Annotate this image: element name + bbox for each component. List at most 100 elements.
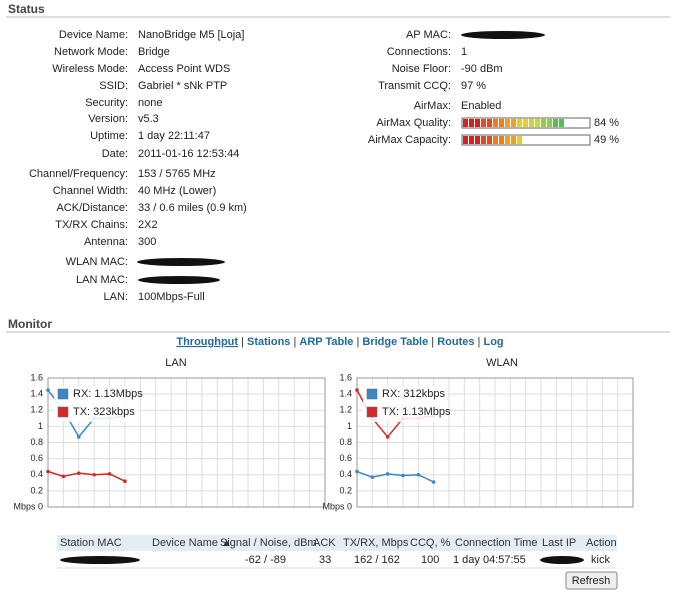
field-label: AirMax Quality: [376,117,451,129]
meter-block [463,119,468,127]
field-value: 100Mbps-Full [138,291,205,303]
meter-block [559,119,564,127]
point [355,388,359,392]
meter-block [517,119,522,127]
y-tick-label: 1 [38,421,43,431]
y-tick-label: 0.6 [30,453,43,463]
field-label: Channel Width: [53,185,128,197]
field-label: LAN: [104,291,128,303]
field-label: Noise Floor: [392,63,451,75]
meter-block [487,136,492,144]
field-value: 97 % [461,80,486,92]
field-value: 40 MHz (Lower) [138,185,216,197]
point [385,472,390,476]
meter-block [541,119,546,127]
meter-fill [463,136,522,144]
legend-swatch [366,388,378,400]
refresh-button[interactable] [565,571,618,590]
field-label: Device Name: [59,29,128,41]
meter-block [469,119,474,127]
tab-separator: | [241,336,244,348]
field-label: Security: [85,97,128,109]
y-tick-label: 1 [347,421,352,431]
table-cell: 1 day 04:57:55 [453,554,526,566]
field-label: AirMax: [414,100,451,112]
y-tick-label: 0.2 [30,485,43,495]
series-line [356,470,434,483]
tab[interactable]: ARP Table [299,336,353,348]
table-cell: 162 / 162 [354,554,400,566]
refresh-label[interactable]: Refresh [572,575,611,587]
table-header: TX/RX, Mbps [343,537,409,549]
meter-block [511,119,516,127]
y-tick-label: 1.6 [339,372,352,382]
y-tick-label: 0.8 [30,437,43,447]
point [431,480,436,484]
tab[interactable]: Log [483,336,503,348]
meter-value: 49 % [594,134,619,146]
meter-block [529,119,534,127]
table-header: Signal / Noise, dBm [220,537,317,549]
table-header: Station MAC [60,537,122,549]
tab[interactable]: Bridge Table [362,336,428,348]
field-value: none [138,97,162,109]
table-header: Device Name ▲ [152,537,232,549]
field-value: NanoBridge M5 [Loja] [138,29,244,41]
kick-link[interactable]: kick [591,554,610,566]
field-label: Antenna: [84,236,128,248]
tab[interactable]: Stations [247,336,290,348]
table-cell: 33 [319,554,331,566]
field-label: AP MAC: [406,29,451,41]
legend-swatch [57,388,69,400]
table-cell: 100 [421,554,439,566]
y-tick-label: 0.4 [30,469,43,479]
meter-block [475,119,480,127]
point [76,471,81,475]
point [46,469,50,474]
point [385,435,390,439]
meter-block [523,119,528,127]
chart-title: WLAN [486,357,518,369]
tab-bar: Throughput | Stations | ARP Table | Brid… [176,336,503,348]
meter-block [487,119,492,127]
y-tick-label: 0.4 [339,469,352,479]
point [46,388,50,392]
point [123,479,127,484]
field-value: Enabled [461,100,501,112]
plot-frame [356,377,634,508]
tab[interactable]: Routes [437,336,474,348]
meter-value: 84 % [594,117,619,129]
y-tick-label: Mbps 0 [322,501,352,511]
point [61,474,66,479]
field-value: Bridge [138,46,170,58]
table-header: CCQ, % [410,537,451,549]
section-title: Monitor [8,317,52,331]
y-tick-label: Mbps 0 [13,501,43,511]
tab[interactable]: Throughput [176,336,238,348]
meter-block [481,136,486,144]
meter-block [499,136,504,144]
tab-separator: | [431,336,434,348]
field-value: v5.3 [138,113,159,125]
field-label: AirMax Capacity: [368,134,451,146]
legend-swatch [366,406,378,418]
meter-fill [463,119,564,127]
plot-frame [47,377,326,508]
field-value: 2011-01-16 12:53:44 [138,148,239,160]
field-label: SSID: [99,80,128,92]
table-header: Action [586,537,617,549]
meter-block [463,136,468,144]
y-tick-label: 1.6 [30,372,43,382]
meter-block [493,119,498,127]
point [107,472,112,476]
field-label: Version: [88,113,128,125]
field-value: 153 / 5765 MHz [138,168,216,180]
field-value: 300 [138,236,156,248]
y-tick-label: 0.6 [339,453,352,463]
point [355,469,359,474]
y-tick-label: 1.2 [30,405,43,415]
tab-separator: | [356,336,359,348]
meter-block [475,136,480,144]
legend-label: RX: 312kbps [382,388,445,400]
